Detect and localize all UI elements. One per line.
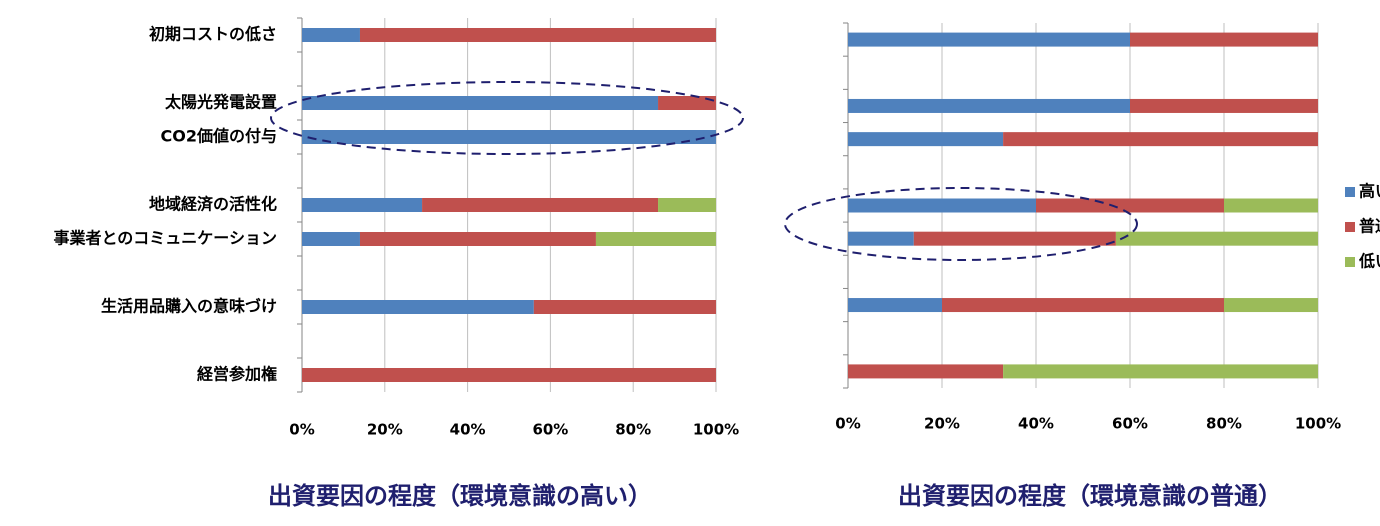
bar-segment xyxy=(1224,198,1318,213)
legend-swatch xyxy=(1345,257,1355,267)
bar-segment xyxy=(942,298,1224,313)
bar-segment xyxy=(1036,198,1224,213)
legend-swatch xyxy=(1345,222,1355,232)
bar-segment xyxy=(913,231,1116,246)
y-tick-label: 事業者とのコミュニケーション xyxy=(53,229,277,248)
bar-segment xyxy=(302,96,659,110)
bar-segment xyxy=(848,231,914,246)
y-tick-label: 経営参加権 xyxy=(197,365,277,384)
y-tick-label: 初期コストの低さ xyxy=(149,25,277,44)
x-tick-label: 60% xyxy=(1112,415,1148,433)
x-tick-label: 60% xyxy=(532,421,568,439)
bar-segment xyxy=(422,198,659,212)
y-tick-label: 太陽光発電設置 xyxy=(164,93,277,112)
x-tick-label: 80% xyxy=(615,421,651,439)
bar-segment xyxy=(302,28,360,42)
bar-segment xyxy=(1130,98,1318,113)
legend-label: 高い xyxy=(1359,182,1380,201)
bar-segment xyxy=(1115,231,1318,246)
legend-label: 低い xyxy=(1358,252,1380,271)
x-tick-label: 80% xyxy=(1206,415,1242,433)
bar-segment xyxy=(848,132,1004,147)
x-tick-label: 20% xyxy=(924,415,960,433)
y-tick-label: 地域経済の活性化 xyxy=(149,195,277,214)
y-tick-label: CO2価値の付与 xyxy=(161,127,277,146)
highlight-ellipse xyxy=(784,187,1138,261)
bar-segment xyxy=(658,96,716,110)
x-tick-label: 0% xyxy=(835,415,860,433)
bar-segment xyxy=(302,232,360,246)
bar-segment xyxy=(595,232,716,246)
bar-segment xyxy=(1130,32,1318,47)
bar-segment xyxy=(658,198,716,212)
legend-swatch xyxy=(1345,187,1355,197)
y-tick-label: 生活用品購入の意味づけ xyxy=(101,297,277,316)
bar-segment xyxy=(1224,298,1318,313)
bar-segment xyxy=(359,232,596,246)
bar-segment xyxy=(302,130,716,144)
x-tick-label: 0% xyxy=(289,421,314,439)
highlight-ellipse xyxy=(270,81,744,155)
x-tick-label: 100% xyxy=(693,421,739,439)
x-tick-label: 100% xyxy=(1295,415,1341,433)
legend-label: 普通 xyxy=(1359,217,1380,236)
bar-segment xyxy=(1003,364,1318,379)
bar-segment xyxy=(1003,132,1318,147)
bar-segment xyxy=(848,298,942,313)
x-tick-label: 40% xyxy=(1018,415,1054,433)
bar-segment xyxy=(848,98,1130,113)
bar-segment xyxy=(359,28,716,42)
bar-segment xyxy=(848,198,1036,213)
bar-segment xyxy=(302,368,716,382)
x-tick-label: 40% xyxy=(450,421,486,439)
chart-title: 出資要因の程度（環境意識の高い） xyxy=(268,482,652,510)
bar-segment xyxy=(848,364,1004,379)
bar-segment xyxy=(533,300,716,314)
bar-segment xyxy=(848,32,1130,47)
bar-segment xyxy=(302,300,534,314)
chart-title: 出資要因の程度（環境意識の普通） xyxy=(898,482,1282,510)
x-tick-label: 20% xyxy=(367,421,403,439)
bar-segment xyxy=(302,198,423,212)
